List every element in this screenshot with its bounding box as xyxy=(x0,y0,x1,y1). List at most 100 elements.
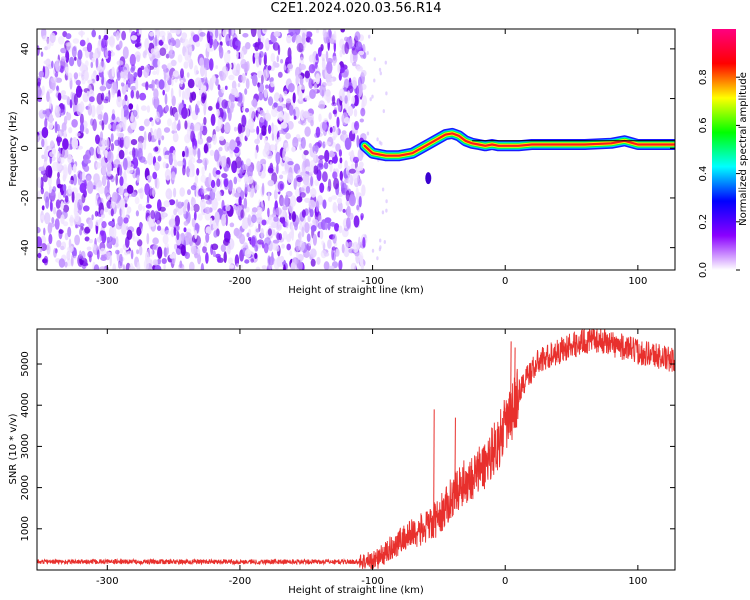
noise-speckle xyxy=(346,168,349,175)
noise-speckle xyxy=(116,96,123,108)
noise-speckle xyxy=(215,102,220,110)
noise-speckle xyxy=(295,34,302,46)
noise-speckle xyxy=(168,218,176,228)
noise-speckle xyxy=(42,35,48,41)
noise-speckle xyxy=(247,176,254,184)
noise-speckle xyxy=(171,121,177,131)
noise-speckle xyxy=(360,69,367,77)
noise-speckle xyxy=(245,158,252,167)
noise-speckle xyxy=(109,35,115,48)
spectrogram-ridge xyxy=(359,127,675,185)
noise-speckle xyxy=(251,236,256,247)
noise-speckle xyxy=(79,182,87,194)
noise-speckle xyxy=(332,125,339,138)
noise-speckle xyxy=(154,264,162,270)
noise-speckle xyxy=(332,171,338,179)
noise-speckle xyxy=(115,249,120,255)
noise-speckle xyxy=(283,156,290,162)
noise-speckle xyxy=(278,233,282,241)
noise-speckle xyxy=(41,138,45,148)
noise-speckle xyxy=(358,196,362,208)
colorbar-tick-label: 0.4 xyxy=(698,166,709,182)
noise-speckle xyxy=(210,113,216,126)
noise-speckle xyxy=(73,72,79,80)
noise-speckle xyxy=(332,60,336,66)
noise-speckle xyxy=(302,110,310,119)
noise-speckle xyxy=(161,258,167,264)
noise-speckle xyxy=(96,92,103,105)
noise-speckle xyxy=(120,107,125,121)
noise-speckle xyxy=(186,72,190,78)
noise-speckle xyxy=(60,56,67,62)
noise-speckle xyxy=(86,246,92,251)
noise-speckle xyxy=(287,120,294,130)
noise-speckle xyxy=(348,248,355,254)
noise-speckle xyxy=(261,242,265,249)
noise-speckle xyxy=(291,146,296,153)
noise-speckle xyxy=(261,74,264,85)
noise-speckle xyxy=(123,157,128,171)
noise-speckle xyxy=(251,185,255,198)
noise-speckle xyxy=(68,127,73,134)
noise-speckle xyxy=(201,77,207,86)
noise-speckle xyxy=(356,65,363,72)
noise-speckle xyxy=(261,182,265,196)
noise-speckle xyxy=(379,71,382,76)
noise-speckle xyxy=(101,138,106,147)
noise-speckle xyxy=(172,132,179,143)
noise-speckle xyxy=(174,215,180,227)
noise-speckle xyxy=(326,61,333,74)
noise-speckle xyxy=(206,136,212,143)
colorbar-gradient xyxy=(712,29,736,270)
noise-speckle xyxy=(258,53,262,66)
noise-speckle xyxy=(310,225,317,232)
noise-speckle xyxy=(183,220,189,226)
noise-speckle xyxy=(324,217,332,224)
noise-speckle xyxy=(369,97,372,102)
noise-speckle xyxy=(371,94,374,99)
noise-speckle xyxy=(146,248,154,257)
noise-speckle xyxy=(229,63,233,69)
noise-speckle xyxy=(272,42,280,51)
noise-speckle xyxy=(75,193,82,201)
noise-speckle xyxy=(173,243,178,250)
noise-speckle xyxy=(236,63,241,73)
noise-speckle xyxy=(98,35,101,40)
noise-speckle xyxy=(256,217,264,225)
noise-speckle xyxy=(48,185,52,194)
noise-speckle xyxy=(97,186,105,194)
noise-speckle xyxy=(315,200,320,213)
noise-speckle xyxy=(366,51,369,55)
noise-speckle xyxy=(60,47,67,54)
noise-speckle xyxy=(54,121,58,134)
noise-speckle xyxy=(321,58,326,71)
noise-speckle xyxy=(53,247,57,258)
noise-speckle xyxy=(251,207,258,213)
noise-speckle xyxy=(289,250,293,256)
noise-speckle xyxy=(133,72,138,78)
noise-speckle xyxy=(119,253,123,267)
noise-speckle xyxy=(168,152,174,166)
noise-speckle xyxy=(385,208,388,213)
noise-speckle xyxy=(57,36,65,45)
noise-speckle xyxy=(217,116,223,130)
noise-speckle xyxy=(169,105,173,116)
noise-speckle xyxy=(340,29,345,33)
noise-speckle xyxy=(338,72,342,81)
noise-speckle xyxy=(289,195,297,207)
noise-speckle xyxy=(134,196,140,205)
noise-speckle xyxy=(321,121,328,131)
noise-speckle xyxy=(215,170,221,175)
noise-speckle xyxy=(275,151,281,165)
noise-speckle xyxy=(163,127,171,133)
noise-speckle xyxy=(119,40,123,49)
noise-speckle xyxy=(298,240,305,252)
noise-speckle xyxy=(200,174,207,183)
noise-speckle xyxy=(350,262,357,270)
noise-speckle xyxy=(218,146,223,152)
noise-speckle xyxy=(119,198,126,210)
noise-speckle xyxy=(92,118,97,132)
noise-speckle xyxy=(62,204,70,213)
noise-speckle xyxy=(49,151,56,158)
noise-speckle xyxy=(243,61,249,74)
